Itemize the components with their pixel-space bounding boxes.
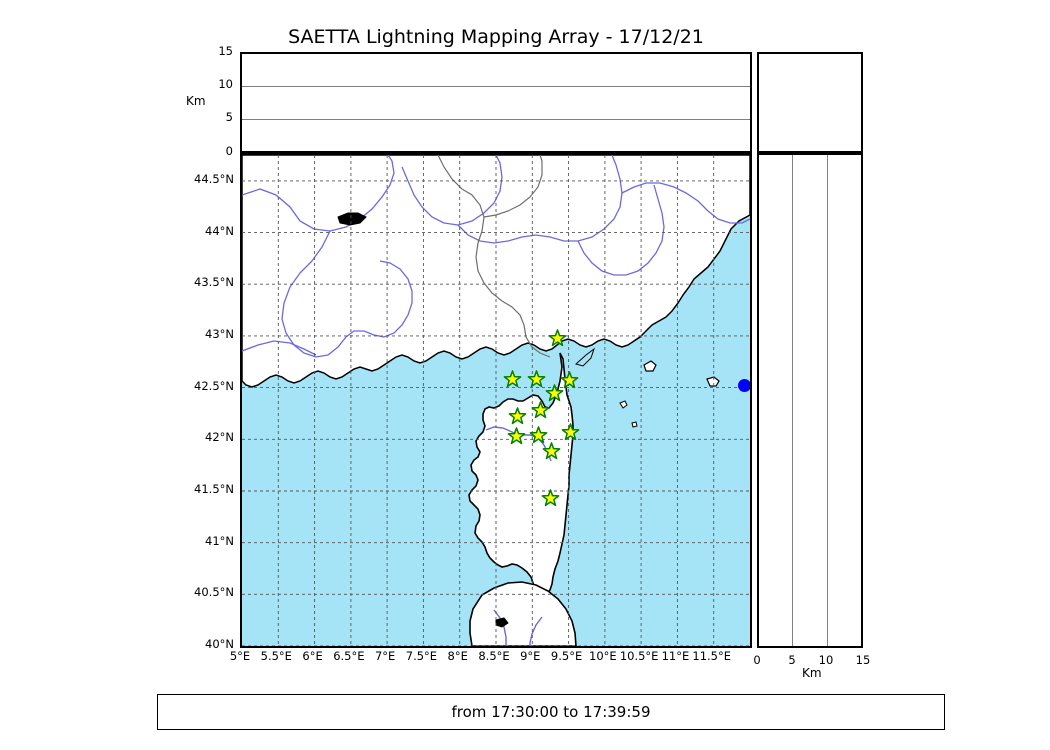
station-star-icon [507,426,526,446]
right-xtick-0: 0 [753,653,761,667]
map-xtick-8°E: 8°E [447,649,468,663]
station-star-icon [542,442,561,461]
border-france-italy [437,155,551,358]
small-island-a [619,400,628,409]
map-ytick-41.5°N: 41.5°N [194,481,234,496]
right-panel-gridline-10 [826,155,828,646]
map-ytick-40°N: 40°N [205,637,234,651]
sardinia-river-west [493,609,507,646]
river-west [242,340,317,356]
status-bar-text: from 17:30:00 to 17:39:59 [451,703,651,721]
map-xtick-10.5°E: 10.5°E [619,649,659,663]
river-northeast [621,182,750,224]
map-panel[interactable] [240,153,752,648]
river-east [577,184,665,276]
lightning-source-marker [737,379,750,392]
corner-panel[interactable] [757,52,863,153]
map-ytick-41°N: 41°N [205,533,234,548]
small-island-b [631,421,638,428]
map-xtick-8.5°E: 8.5°E [478,649,510,663]
top-ytick-0: 0 [225,144,233,158]
map-xtick-10°E: 10°E [589,649,617,663]
station-star-icon [548,329,567,348]
map-xtick-7.5°E: 7.5°E [405,649,438,663]
river-rhone-lower [281,230,413,358]
sardinia-river-east [529,616,543,646]
map-graphic [242,155,750,646]
station-star-icon [508,407,527,426]
status-bar[interactable]: from 17:30:00 to 17:39:59 [157,694,945,730]
map-xtick-5°E: 5°E [229,649,251,663]
station-star-icon [545,384,564,403]
map-xtick-9.5°E: 9.5°E [550,649,583,663]
map-ytick-44.5°N: 44.5°N [194,171,234,186]
map-ytick-42.5°N: 42.5°N [194,378,234,393]
border-switzerland [483,155,543,218]
map-ytick-40.5°N: 40.5°N [194,585,234,600]
river-po-upper [401,155,503,226]
right-panel-gridline-5 [791,155,793,646]
top-altitude-panel[interactable] [240,52,752,153]
map-ytick-42°N: 42°N [205,430,234,445]
map-xtick-7°E: 7°E [374,649,396,663]
map-ytick-43°N: 43°N [205,326,234,341]
river-rhone-upper [242,155,395,232]
top-panel-gridline-10 [242,85,750,87]
top-ytick-10: 10 [218,77,233,91]
right-xtick-15: 15 [855,653,871,667]
map-xtick-11°E: 11°E [661,649,690,663]
map-gridlines [242,155,750,646]
station-star-icon [541,488,560,508]
top-panel-gridline-5 [242,118,750,120]
station-star-icon [560,371,579,390]
top-ytick-15: 15 [218,44,233,58]
map-ytick-44°N: 44°N [205,223,234,238]
station-star-icon [561,422,580,442]
station-star-icon [531,401,550,420]
right-panel-xlabel: Km [802,666,822,680]
right-xtick-5: 5 [788,653,796,667]
map-xtick-9°E: 9°E [520,649,541,663]
elba-island [706,376,720,387]
right-xtick-10: 10 [818,653,834,667]
top-panel-ylabel: Km [186,94,206,108]
sardinia-main [469,581,577,646]
station-star-icon [503,369,522,389]
map-ytick-43.5°N: 43.5°N [194,275,234,290]
map-xtick-11.5°E: 11.5°E [692,649,732,663]
top-ytick-5: 5 [225,110,233,124]
coast-sliver [574,347,595,367]
station-star-icon [529,425,548,445]
station-star-icon [527,369,546,389]
right-altitude-panel[interactable] [757,153,863,648]
lake-geneva [337,212,367,226]
map-xtick-6°E: 6°E [302,649,323,663]
page-title: SAETTA Lightning Mapping Array - 17/12/2… [288,26,704,48]
river-po-lower [457,155,623,244]
map-xtick-6.5°E: 6.5°E [333,649,365,663]
capraia-island [643,360,657,372]
map-xtick-5.5°E: 5.5°E [260,649,292,663]
